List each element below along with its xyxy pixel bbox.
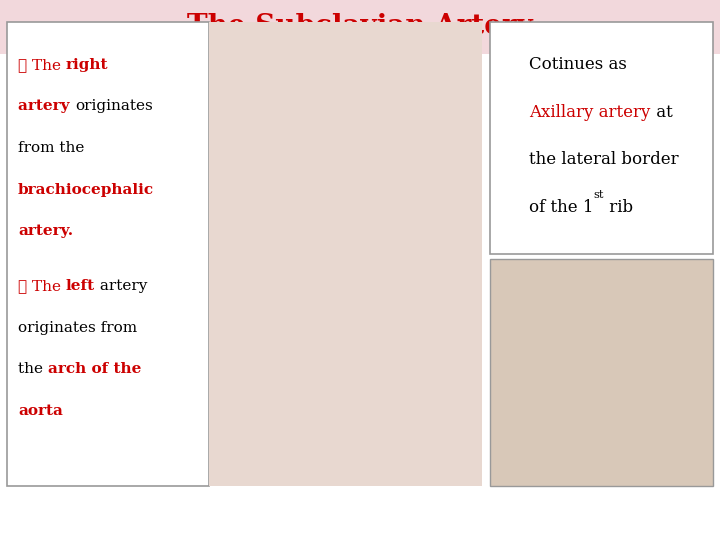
Text: artery: artery	[95, 279, 148, 293]
Bar	[490, 22, 713, 254]
Text: originates from: originates from	[18, 321, 137, 335]
Text: st: st	[594, 191, 604, 200]
Text: originates: originates	[75, 99, 153, 113]
Bar	[209, 22, 482, 486]
Text: the lateral border: the lateral border	[529, 151, 679, 168]
Text: arch of the: arch of the	[48, 362, 141, 376]
Text: right: right	[66, 58, 109, 72]
Bar	[7, 22, 209, 486]
Text: of the 1: of the 1	[529, 199, 594, 216]
Text: brachiocephalic: brachiocephalic	[18, 183, 154, 197]
Text: ☐ The: ☐ The	[18, 58, 66, 72]
Bar	[0, 0, 720, 54]
Text: at: at	[651, 104, 672, 121]
Text: artery.: artery.	[18, 224, 73, 238]
Text: The Subclavian Artery: The Subclavian Artery	[187, 14, 533, 40]
Bar	[490, 259, 713, 486]
Text: from the: from the	[18, 141, 84, 155]
Text: Axillary artery: Axillary artery	[529, 104, 651, 121]
Text: artery: artery	[18, 99, 75, 113]
Text: the: the	[18, 362, 48, 376]
Text: rib: rib	[604, 199, 634, 216]
Text: left: left	[66, 279, 95, 293]
Text: Cotinues as: Cotinues as	[529, 56, 627, 73]
Text: aorta: aorta	[18, 404, 63, 418]
Text: ☐ The: ☐ The	[18, 279, 66, 293]
